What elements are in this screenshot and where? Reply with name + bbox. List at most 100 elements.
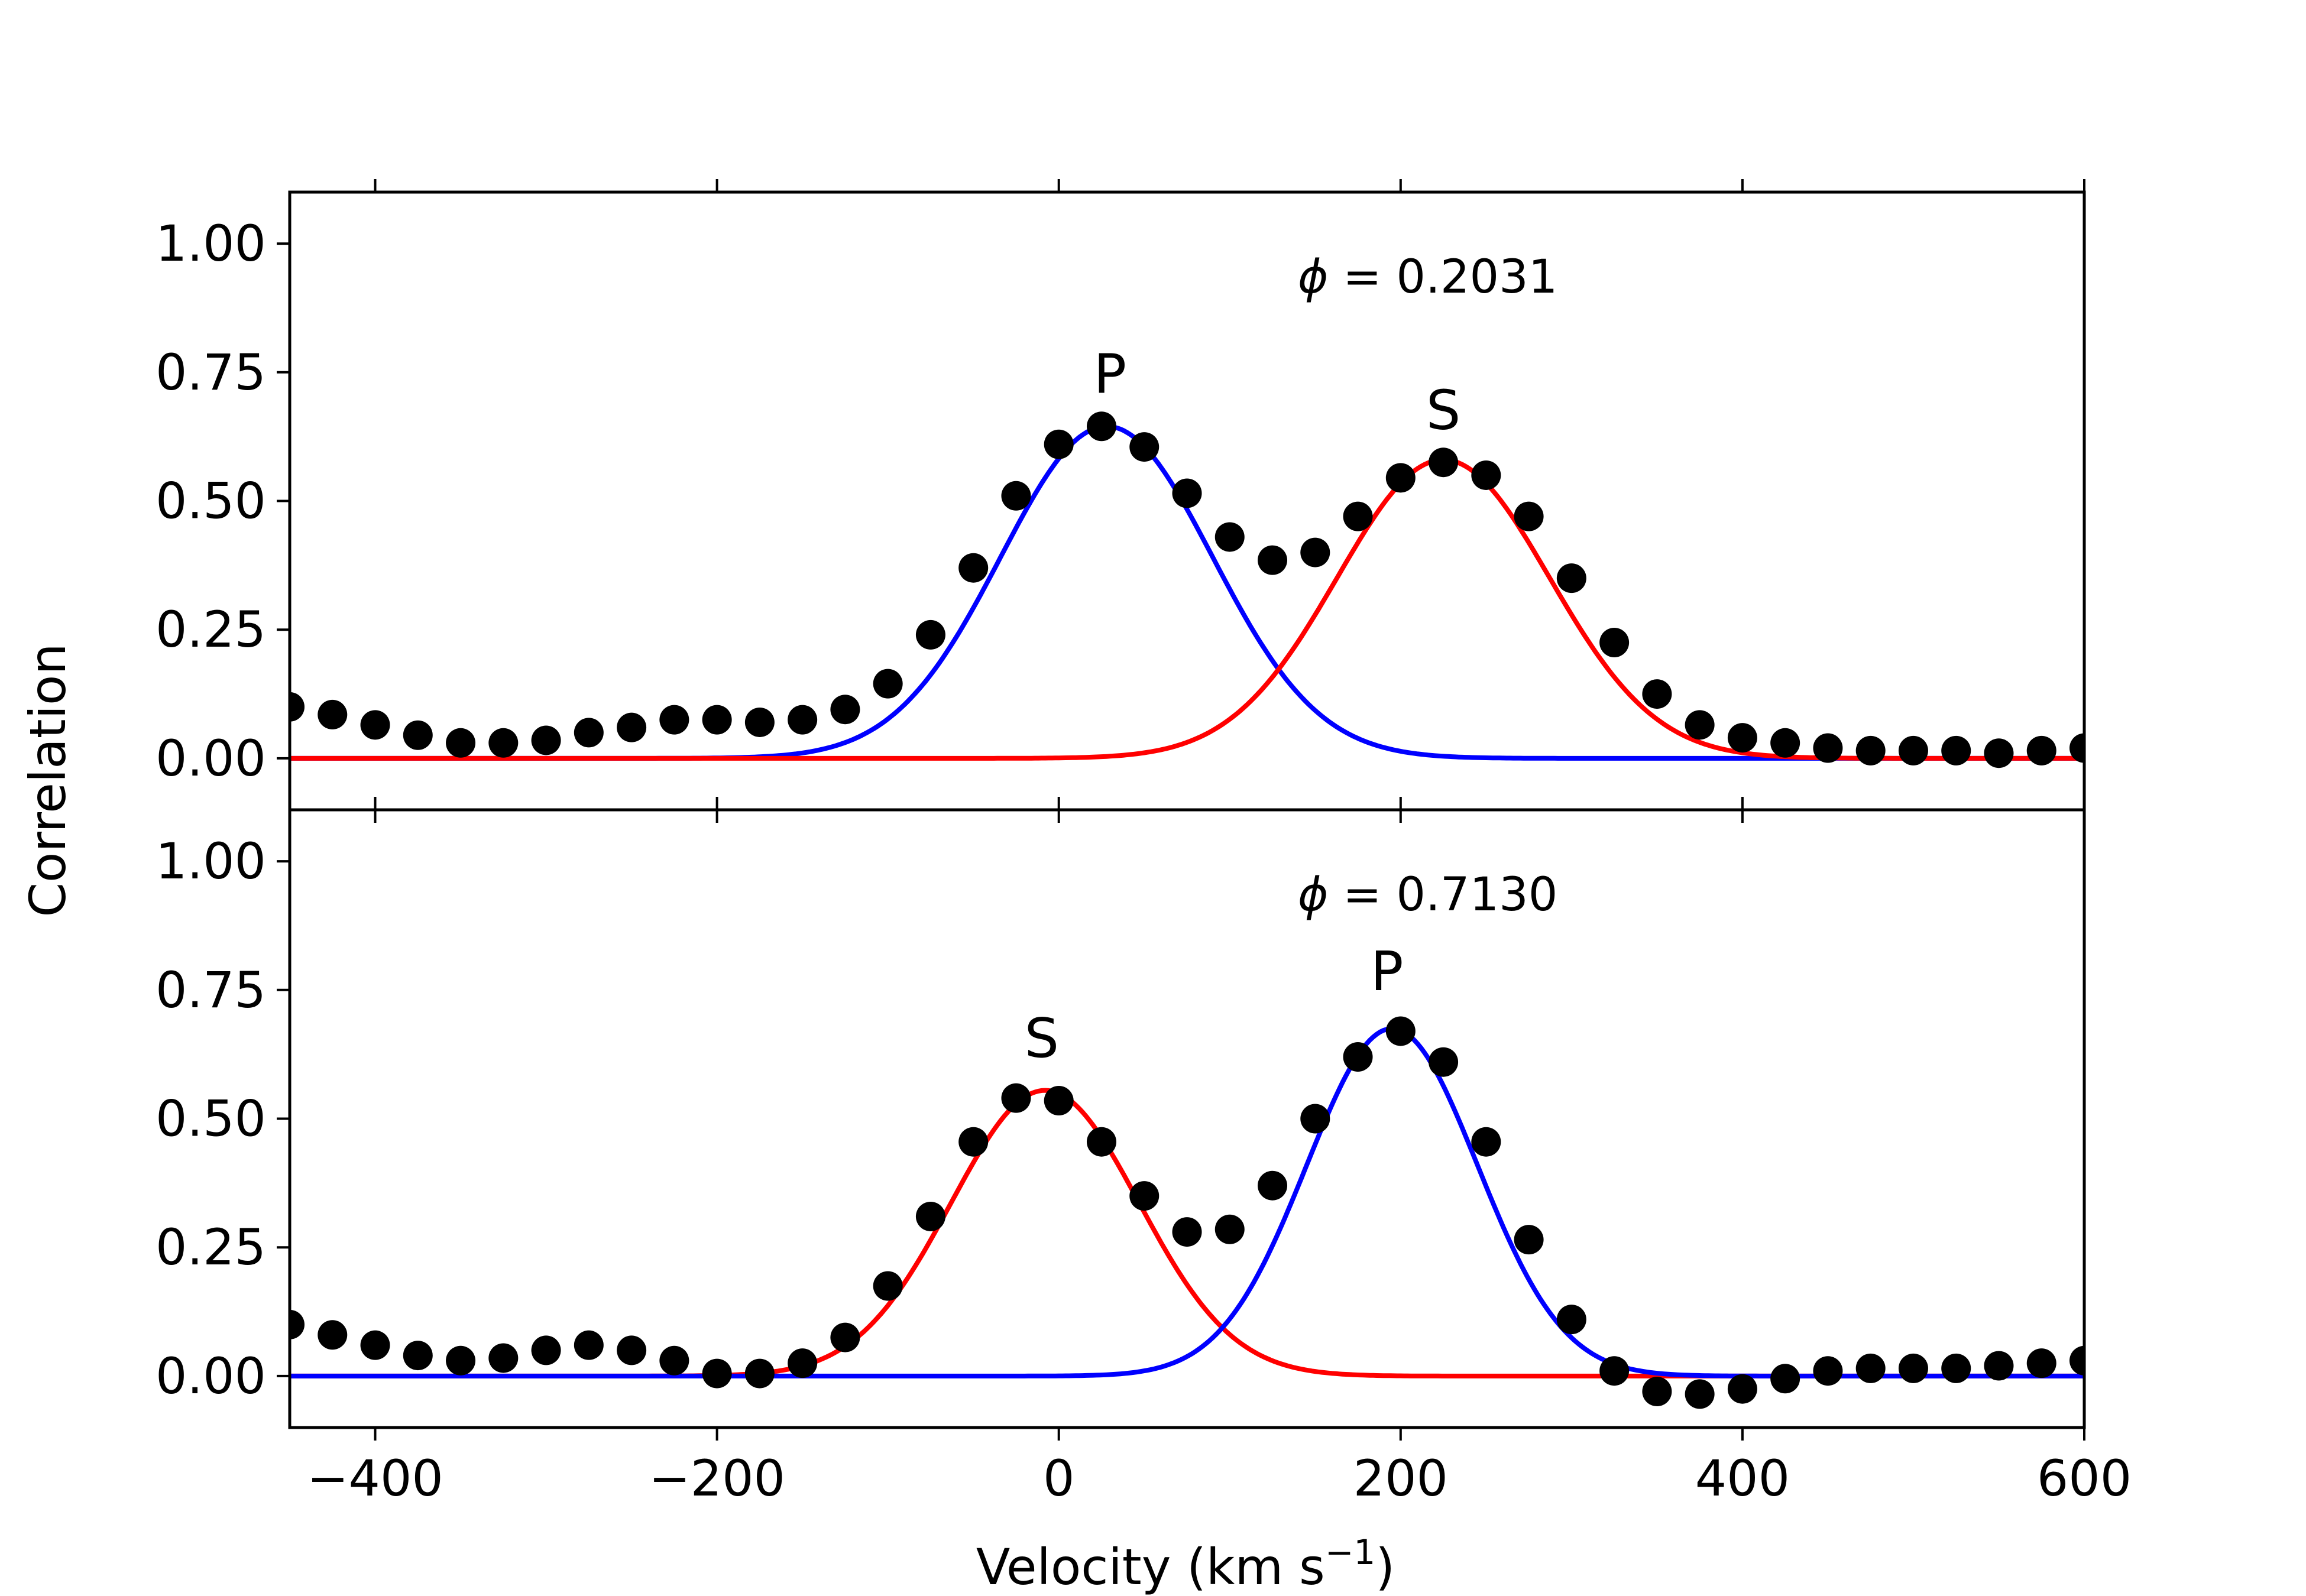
y-tick-label: 0.00 [156, 729, 266, 787]
data-point [958, 553, 989, 583]
data-point [1044, 429, 1074, 459]
data-point [788, 1348, 818, 1378]
data-point [574, 718, 604, 748]
phase-symbol: ϕ [1298, 868, 1328, 922]
data-point [659, 705, 689, 735]
data-point [1129, 1181, 1160, 1211]
data-point [702, 1358, 732, 1389]
data-point [915, 1201, 945, 1231]
data-point [1941, 735, 1971, 765]
data-point [290, 692, 305, 722]
data-point [1429, 447, 1459, 478]
data-point [1258, 1170, 1288, 1201]
data-point [1813, 1356, 1843, 1386]
data-point [403, 1341, 433, 1371]
data-point [1214, 1214, 1245, 1244]
data-point [1642, 679, 1672, 709]
data-point [488, 1343, 519, 1373]
peak-label-p: P [1371, 940, 1403, 1003]
peak-label-s: S [1426, 379, 1460, 442]
data-point [1172, 478, 1202, 508]
data-point [1898, 1353, 1928, 1383]
data-point [1770, 1364, 1800, 1394]
x-tick-label: −200 [649, 1449, 785, 1507]
data-point [1300, 1104, 1330, 1134]
data-point [1044, 1086, 1074, 1116]
phase-symbol: ϕ [1298, 251, 1328, 304]
data-point [744, 707, 775, 737]
data-point [873, 669, 903, 699]
data-point [1429, 1047, 1459, 1077]
data-point [1471, 460, 1501, 490]
data-point [446, 1345, 476, 1376]
data-point [1599, 627, 1630, 657]
data-point [1086, 411, 1116, 442]
data-point [702, 705, 732, 735]
data-point [290, 1309, 305, 1339]
data-point [1556, 1305, 1586, 1335]
data-point [1685, 710, 1715, 740]
phase-value: = 0.2031 [1328, 251, 1557, 304]
phase-label: ϕ = 0.7130 [1298, 868, 1557, 922]
data-point [1086, 1127, 1116, 1157]
phase-label: ϕ = 0.2031 [1298, 251, 1557, 304]
data-point [1471, 1127, 1501, 1157]
data-point [488, 728, 519, 758]
data-point [1001, 481, 1031, 511]
plot-area [290, 411, 2084, 768]
data-point [617, 712, 647, 742]
data-point [1770, 728, 1800, 758]
data-point [617, 1335, 647, 1365]
data-point [873, 1271, 903, 1301]
data-point [360, 710, 390, 740]
y-tick-label: 1.00 [156, 215, 266, 273]
data-point [1172, 1217, 1202, 1247]
peak-label-p: P [1094, 343, 1126, 406]
data-point [446, 728, 476, 758]
panels-layer: 0.00 0.25 0.50 0.75 1.00 P Sϕ = 0.2031 0.00 0.25… [156, 179, 2132, 1507]
data-point [788, 705, 818, 735]
data-point [1685, 1379, 1715, 1409]
data-point [531, 725, 561, 755]
data-point [1813, 733, 1843, 763]
data-point [1727, 1374, 1757, 1404]
panel-2: 0.00 0.25 0.50 0.75 1.00 −400 −200 0 200 400 600 S P… [156, 797, 2132, 1507]
x-tick-label: −400 [307, 1449, 443, 1507]
data-point [1343, 1042, 1373, 1072]
data-point [830, 695, 860, 725]
data-point [1385, 463, 1416, 493]
fit-curve-p [290, 424, 2084, 761]
y-tick-label: 0.75 [156, 961, 266, 1019]
data-point [2069, 733, 2084, 763]
data-point [1556, 563, 1586, 593]
data-point [1599, 1356, 1630, 1386]
data-point [1855, 1353, 1886, 1383]
data-point [1898, 735, 1928, 765]
y-axis-label: Correlation [19, 643, 77, 917]
data-point [1984, 738, 2014, 768]
data-point [659, 1345, 689, 1376]
data-point [574, 1330, 604, 1360]
plot-area [290, 1016, 2084, 1409]
y-tick-label: 0.75 [156, 343, 266, 401]
data-point [1258, 545, 1288, 575]
data-point [958, 1127, 989, 1157]
data-point [1001, 1083, 1031, 1113]
fit-curve-p [290, 1026, 2084, 1378]
data-point [830, 1322, 860, 1352]
data-point [1214, 522, 1245, 552]
data-point [1941, 1353, 1971, 1383]
data-point [1984, 1351, 2014, 1381]
data-point [1514, 1225, 1544, 1255]
data-point [1727, 723, 1757, 753]
data-point [2026, 735, 2056, 765]
panel-frame [288, 808, 2086, 1429]
data-point [318, 1320, 348, 1350]
x-axis-label: Velocity (km s−1) [976, 1532, 1395, 1596]
data-point [915, 619, 945, 650]
data-point [403, 720, 433, 750]
data-point [1642, 1377, 1672, 1407]
data-point [1855, 735, 1886, 765]
data-point [2069, 1345, 2084, 1376]
